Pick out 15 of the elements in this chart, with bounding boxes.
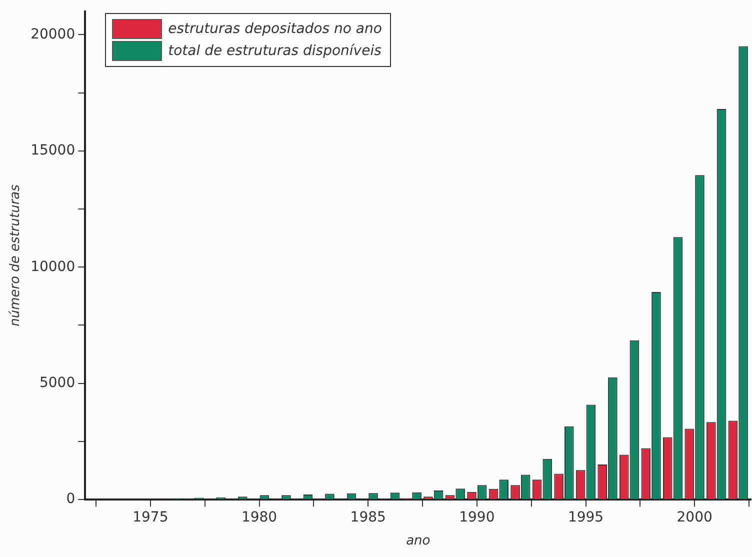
x-tick-label: 1995 xyxy=(568,510,604,526)
x-tick-label: 1985 xyxy=(350,510,386,526)
x-tick-label: 2000 xyxy=(676,510,712,526)
y-tick-label: 0 xyxy=(66,491,76,508)
x-axis-title: ano xyxy=(406,534,430,549)
x-tick-label: 1980 xyxy=(241,510,278,526)
y-tick-label: 15000 xyxy=(30,142,76,159)
x-tick-label: 1990 xyxy=(459,510,495,526)
legend-label: total de estruturas disponíveis xyxy=(168,43,382,60)
y-tick-label: 10000 xyxy=(30,258,76,275)
y-tick-label: 5000 xyxy=(39,375,76,392)
legend-label: estruturas depositados no ano xyxy=(168,21,382,38)
x-tick-label: 1975 xyxy=(132,510,168,526)
y-axis-title: número de estruturas xyxy=(8,184,24,326)
y-tick-label: 20000 xyxy=(30,26,76,42)
